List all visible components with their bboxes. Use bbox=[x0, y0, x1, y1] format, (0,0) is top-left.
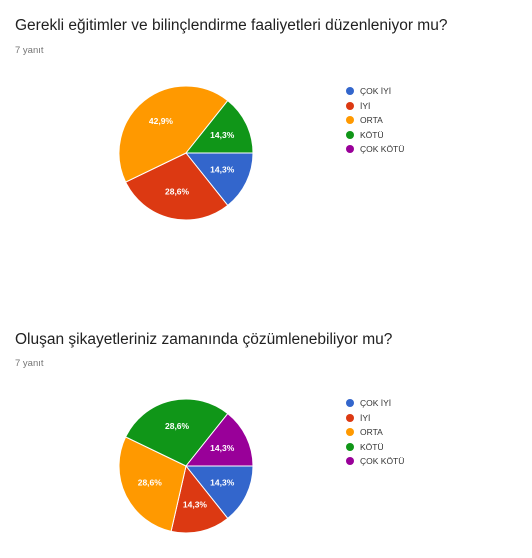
legend-label: KÖTÜ bbox=[360, 441, 384, 452]
legend-label: ORTA bbox=[360, 115, 383, 126]
legend-color-dot bbox=[346, 413, 354, 422]
slice-label-kotu: 14,3% bbox=[210, 130, 235, 140]
legend-item-iyi: İYİ bbox=[346, 411, 404, 426]
legend-color-dot bbox=[346, 457, 354, 466]
pie-slice-cok-iyi bbox=[184, 465, 254, 520]
legend-label: KÖTÜ bbox=[360, 129, 384, 140]
response-count: 7 yanıt bbox=[15, 45, 44, 56]
pie-slice-cok-kotu bbox=[184, 412, 254, 467]
pie-chart: 14,3% 14,3% 28,6% 28,6% 14,3% bbox=[118, 398, 254, 534]
legend-label: İYİ bbox=[360, 412, 371, 423]
pie-slice-kotu bbox=[124, 398, 229, 467]
legend-label: ORTA bbox=[360, 427, 383, 438]
pie-slice-iyi bbox=[124, 152, 229, 221]
question-title: Gerekli eğitimler ve bilinçlendirme faal… bbox=[15, 17, 448, 34]
legend-color-dot bbox=[346, 442, 354, 451]
slice-label-cok-kotu: 14,3% bbox=[210, 443, 235, 453]
legend-item-cok-iyi: ÇOK İYİ bbox=[346, 396, 404, 411]
legend-item-cok-kotu: ÇOK KÖTÜ bbox=[346, 454, 404, 469]
pie-slice-cok-iyi bbox=[184, 152, 254, 207]
slice-label-iyi: 14,3% bbox=[183, 499, 208, 509]
legend-item-kotu: KÖTÜ bbox=[346, 128, 404, 143]
pie-chart: 14,3% 28,6% 42,9% 14,3% bbox=[118, 85, 254, 221]
slice-label-cok-iyi: 14,3% bbox=[210, 165, 235, 175]
question-title: Oluşan şikayetleriniz zamanında çözümlen… bbox=[15, 331, 393, 348]
legend-color-dot bbox=[346, 101, 354, 110]
legend-label: ÇOK İYİ bbox=[360, 398, 392, 409]
pie-slice-orta bbox=[118, 85, 229, 183]
legend-label: İYİ bbox=[360, 100, 371, 111]
pie-slice-orta bbox=[118, 436, 187, 532]
legend-label: ÇOK İYİ bbox=[360, 86, 392, 97]
chart-legend: ÇOK İYİ İYİ ORTA KÖTÜ ÇOK KÖTÜ bbox=[346, 396, 404, 469]
slice-label-iyi: 28,6% bbox=[165, 186, 190, 196]
slice-label-kotu: 28,6% bbox=[165, 421, 190, 431]
chart-legend: ÇOK İYİ İYİ ORTA KÖTÜ ÇOK KÖTÜ bbox=[346, 84, 404, 157]
pie-slice-kotu bbox=[184, 99, 254, 154]
legend-item-iyi: İYİ bbox=[346, 99, 404, 114]
legend-item-kotu: KÖTÜ bbox=[346, 440, 404, 455]
legend-label: ÇOK KÖTÜ bbox=[360, 456, 405, 467]
legend-item-orta: ORTA bbox=[346, 113, 404, 128]
legend-color-dot bbox=[346, 399, 354, 408]
legend-item-cok-kotu: ÇOK KÖTÜ bbox=[346, 142, 404, 157]
slice-label-orta: 28,6% bbox=[138, 478, 163, 488]
legend-item-orta: ORTA bbox=[346, 425, 404, 440]
slice-label-cok-iyi: 14,3% bbox=[210, 478, 235, 488]
chart-card-1: Gerekli eğitimler ve bilinçlendirme faal… bbox=[15, 17, 448, 221]
response-count: 7 yanıt bbox=[15, 358, 44, 369]
legend-color-dot bbox=[346, 428, 354, 437]
chart-card-2: Oluşan şikayetleriniz zamanında çözümlen… bbox=[0, 318, 532, 558]
slice-label-orta: 42,9% bbox=[149, 116, 174, 126]
legend-color-dot bbox=[346, 145, 354, 154]
legend-label: ÇOK KÖTÜ bbox=[360, 144, 405, 155]
legend-color-dot bbox=[346, 87, 354, 96]
legend-item-cok-iyi: ÇOK İYİ bbox=[346, 84, 404, 99]
pie-slice-iyi bbox=[170, 464, 229, 534]
legend-color-dot bbox=[346, 116, 354, 125]
legend-color-dot bbox=[346, 130, 354, 139]
